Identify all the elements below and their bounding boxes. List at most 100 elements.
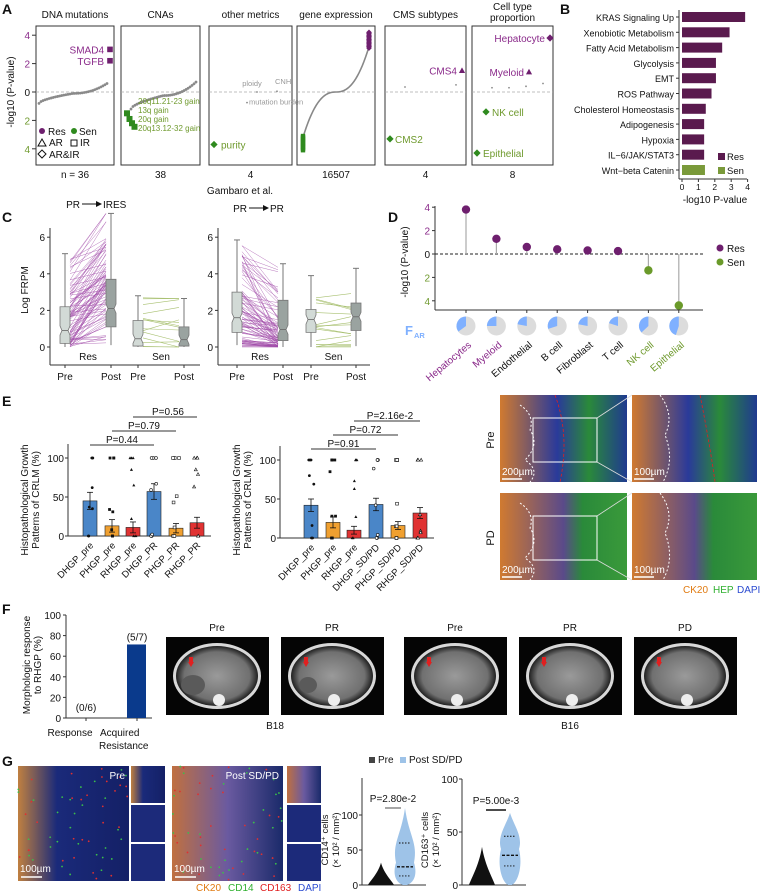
legend-label: IR — [80, 138, 90, 149]
paired-line-res — [241, 269, 279, 299]
cell-marker — [100, 869, 103, 872]
data-point — [418, 512, 423, 517]
paired-line-res — [241, 310, 279, 331]
stain-legend-1: HEP — [713, 585, 734, 596]
data-point — [312, 482, 316, 486]
cell-marker — [209, 825, 212, 827]
cell-marker — [271, 826, 274, 829]
cell-marker — [32, 799, 35, 802]
facet-title: CMS subtypes — [393, 10, 458, 21]
paired-line-sen — [142, 341, 180, 343]
scale-bar-label: 200µm — [502, 467, 533, 478]
cell-marker — [69, 873, 72, 876]
y-tick-label: 40 — [50, 673, 62, 684]
cell-marker — [17, 788, 20, 791]
panel-a: -log10 (P-value) 4 2 0 2 4 DNA mutations n = 36… — [6, 2, 554, 197]
highlight-point — [107, 57, 113, 64]
cell-marker — [182, 871, 185, 873]
if-image-channel — [131, 844, 165, 881]
point-label: Epithelial — [483, 149, 524, 160]
box — [277, 299, 289, 341]
point-label: NK cell — [492, 108, 524, 119]
cell-marker — [199, 833, 201, 836]
point-label: 20q13.12-32 gain — [138, 124, 200, 133]
data-point — [455, 84, 457, 86]
paired-line-res — [241, 340, 279, 344]
paired-line-res — [241, 336, 279, 342]
panel-g: Pre 100µm Post SD/PD 100µm CK20 CD14 CD163 DAPI… — [17, 755, 526, 894]
paired-line-res — [69, 277, 107, 335]
plot-title: PR — [233, 204, 247, 215]
tumor-border — [519, 404, 535, 483]
legend-res-marker — [39, 128, 45, 134]
paired-line-res — [241, 266, 279, 303]
data-point — [376, 533, 380, 537]
data-point — [330, 514, 334, 518]
scan-label: PR — [325, 623, 339, 634]
paired-line-res — [241, 325, 279, 332]
x-tick-label: Post — [346, 372, 366, 383]
paired-line-sen — [142, 307, 180, 314]
data-point — [149, 488, 153, 492]
panel-e: Histopathological Growth Patterns of CRLM… — [20, 394, 760, 596]
y-tick-label: 20 — [50, 693, 62, 704]
paired-line-res — [69, 270, 107, 333]
data-point — [177, 456, 181, 460]
legend-sen-marker — [716, 258, 724, 266]
highlight-point — [546, 34, 554, 42]
box — [305, 309, 317, 333]
cell-marker — [179, 765, 182, 768]
cell-marker — [126, 795, 129, 798]
data-point — [172, 534, 177, 538]
data-point — [193, 467, 198, 472]
y-axis-label: (× 10² / mm²) — [331, 812, 342, 867]
y-tick-label: 4 — [207, 270, 213, 281]
if-image-channel — [287, 844, 321, 881]
highlight-point — [126, 115, 133, 122]
cell-marker — [200, 858, 202, 860]
patient-label: B16 — [561, 721, 579, 732]
x-tick-label: 3 — [729, 182, 734, 192]
violin-pre — [368, 862, 394, 885]
data-point — [171, 500, 176, 505]
highlight-point — [458, 67, 466, 73]
facet-3: gene expression 16507 — [296, 10, 376, 181]
cell-marker — [252, 821, 255, 824]
paired-line-sen — [315, 322, 352, 328]
highlight-point — [131, 123, 138, 130]
box — [132, 320, 144, 347]
tumor-border — [659, 492, 670, 581]
data-point — [37, 101, 41, 105]
paired-line-res — [69, 298, 107, 348]
y-tick-label: 50 — [265, 495, 277, 506]
y-axis-label: Log FRPM — [20, 266, 31, 314]
y-tick-label: 0 — [39, 343, 45, 354]
panel-f: Morphologic response to RHGP (%) 0 20 40 60 80… — [22, 611, 737, 752]
cell-marker — [101, 776, 103, 778]
paired-line-res — [69, 287, 107, 314]
paired-line-res — [69, 323, 107, 348]
bar-acquired-resistance — [127, 644, 146, 718]
cell-marker — [93, 780, 96, 783]
paired-line-res — [69, 244, 107, 298]
far-pie-slice — [456, 316, 466, 332]
category-label: Response — [47, 728, 92, 739]
y-tick-label: 6 — [207, 233, 213, 244]
paired-line-res — [241, 292, 279, 345]
ct-lesion — [181, 675, 205, 695]
histology-image-zoom — [632, 493, 757, 580]
panel-label-D: D — [388, 209, 398, 225]
stain-legend-2: CD163 — [260, 883, 292, 894]
stain-legend-0: CK20 — [683, 585, 708, 596]
data-point — [171, 456, 175, 460]
scan-label: PD — [678, 623, 692, 634]
zoom-region-box — [532, 417, 598, 463]
paired-line-res — [241, 306, 279, 328]
paired-line-res — [69, 313, 107, 322]
paired-line-res — [241, 343, 279, 347]
if-image-channel — [287, 805, 321, 842]
box-plot-1: 0 2 4 6 Pre Post Pre Post Res Sen PR PR — [207, 204, 370, 383]
y-axis-label: Patterns of CRLM (%) — [31, 451, 42, 549]
paired-line-res — [69, 309, 107, 333]
data-point — [394, 536, 399, 540]
